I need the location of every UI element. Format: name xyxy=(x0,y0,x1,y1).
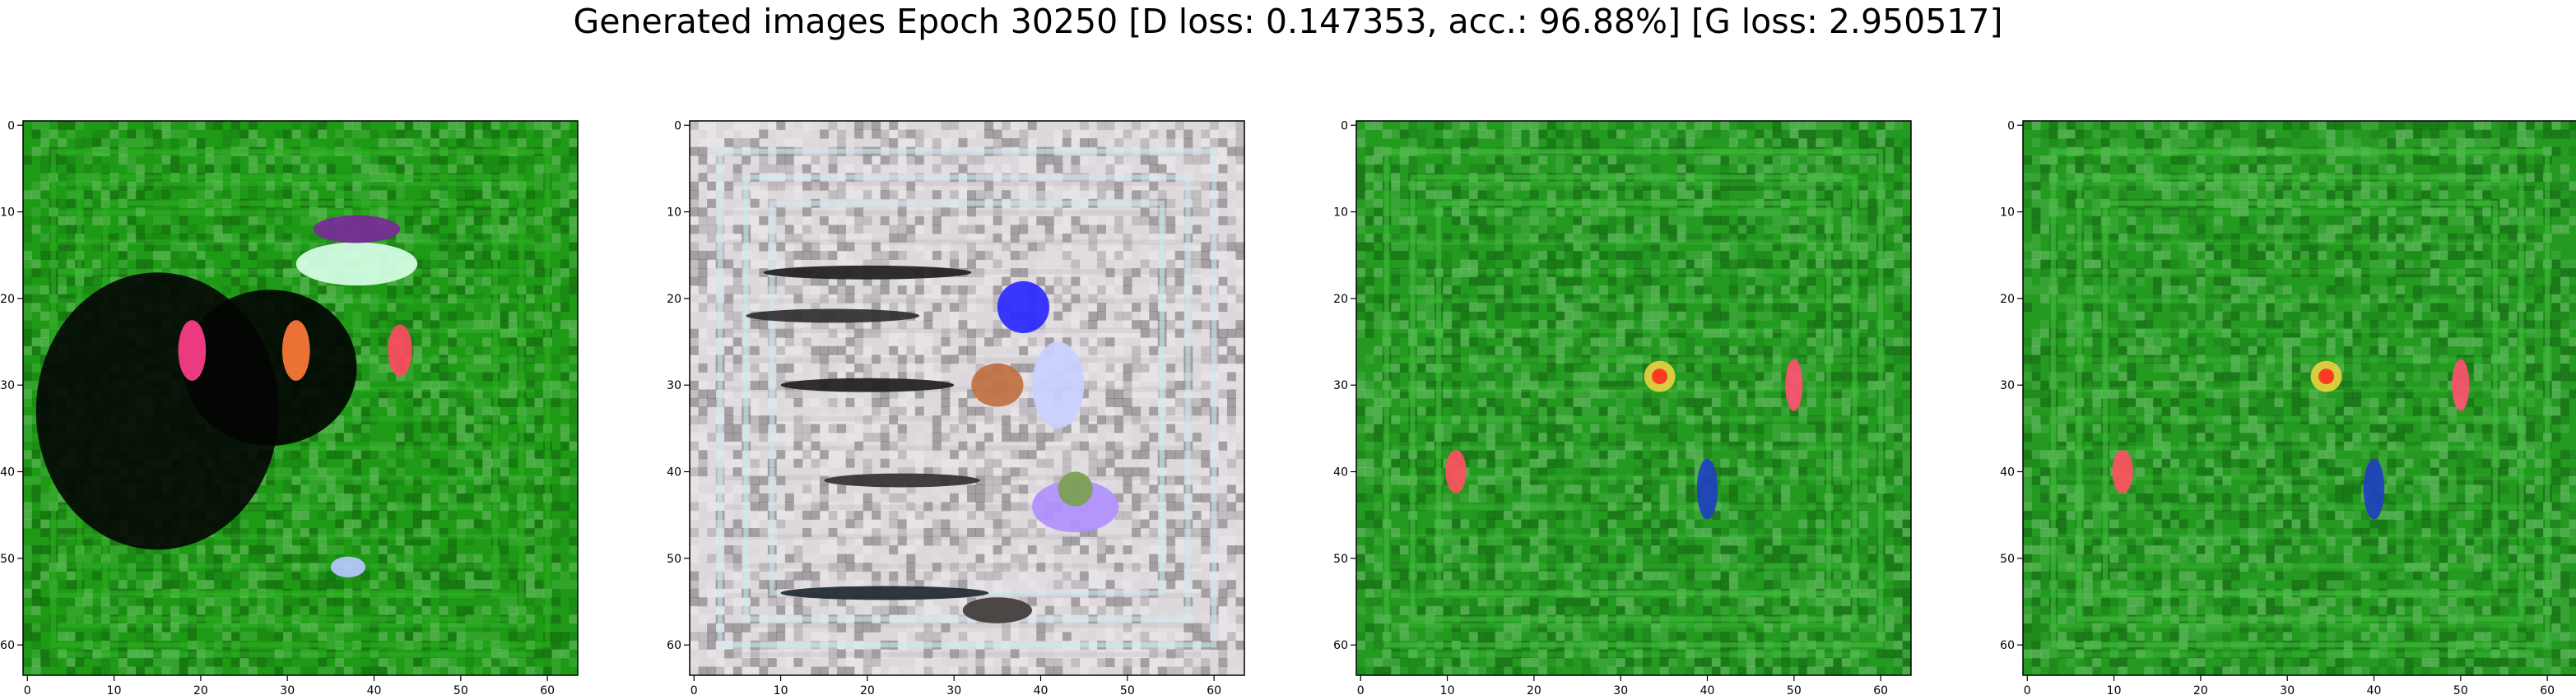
image-blob xyxy=(2452,359,2470,411)
y-tick-label: 0 xyxy=(7,119,15,132)
image-blob xyxy=(1652,368,1668,385)
image-blob xyxy=(2112,450,2133,493)
y-tick-label: 30 xyxy=(667,379,681,392)
generated-image xyxy=(690,121,1244,675)
y-tick-label: 0 xyxy=(1341,119,1348,132)
image-blob xyxy=(1058,471,1093,507)
figure-title: Generated images Epoch 30250 [D loss: 0.… xyxy=(573,2,2003,41)
x-tick-label: 20 xyxy=(193,684,208,695)
image-blob xyxy=(281,320,310,381)
y-tick-label: 0 xyxy=(2007,119,2015,132)
x-tick-label: 10 xyxy=(2107,684,2122,695)
image-blob xyxy=(313,215,401,243)
x-tick-label: 60 xyxy=(1207,684,1221,695)
image-background xyxy=(690,121,1244,675)
image-blob xyxy=(1031,341,1085,429)
x-tick-label: 10 xyxy=(774,684,788,695)
y-tick-label: 60 xyxy=(0,639,15,652)
x-tick-label: 50 xyxy=(1120,684,1135,695)
y-tick-label: 30 xyxy=(1333,379,1348,392)
y-tick-label: 50 xyxy=(2000,553,2015,566)
subplot-4: 0 10 20 30 40 50 60 0 10 20 30 40 50 60 xyxy=(2000,119,2576,695)
image-blob xyxy=(183,290,357,446)
image-blob xyxy=(971,363,1024,407)
image-blob xyxy=(1696,458,1718,520)
axes-frame xyxy=(1355,120,1912,676)
subplot-1: 0 10 20 30 40 50 60 0 10 20 30 40 50 60 xyxy=(0,119,579,695)
y-tick-label: 0 xyxy=(674,119,681,132)
image-blob xyxy=(997,280,1050,334)
x-tick-label: 0 xyxy=(1357,684,1365,695)
x-tick-label: 40 xyxy=(1034,684,1049,695)
x-tick-label: 50 xyxy=(1787,684,1802,695)
image-blob xyxy=(388,324,412,377)
generated-image xyxy=(23,121,578,675)
y-tick-label: 20 xyxy=(2000,293,2015,306)
x-tick-label: 50 xyxy=(2453,684,2468,695)
x-tick-label: 0 xyxy=(690,684,698,695)
image-blob xyxy=(1445,450,1467,493)
x-tick-label: 40 xyxy=(367,684,382,695)
image-background xyxy=(2023,121,2576,675)
image-blob xyxy=(746,308,920,323)
image-blob xyxy=(178,320,207,381)
generated-image xyxy=(1356,121,1911,675)
image-blob xyxy=(763,265,972,280)
axes-frame xyxy=(22,120,579,676)
y-tick-label: 50 xyxy=(1333,553,1348,566)
image-blob xyxy=(962,597,1032,623)
x-tick-label: 50 xyxy=(453,684,468,695)
x-tick-label: 20 xyxy=(860,684,875,695)
y-tick-label: 10 xyxy=(667,206,681,220)
x-tick-label: 30 xyxy=(280,684,295,695)
y-tick-label: 20 xyxy=(0,293,15,306)
y-tick-label: 10 xyxy=(0,206,15,220)
y-tick-label: 50 xyxy=(0,553,15,566)
y-tick-label: 10 xyxy=(1333,206,1348,220)
x-tick-label: 20 xyxy=(1527,684,1541,695)
x-tick-label: 10 xyxy=(1440,684,1455,695)
image-blob xyxy=(780,586,989,600)
image-blob xyxy=(780,378,955,392)
x-tick-label: 0 xyxy=(24,684,31,695)
y-tick-label: 40 xyxy=(0,466,15,480)
y-tick-label: 10 xyxy=(2000,206,2015,220)
y-tick-label: 40 xyxy=(1333,466,1348,480)
subplot-3: 0 10 20 30 40 50 60 0 10 20 30 40 50 60 xyxy=(1333,119,1912,695)
axes-frame xyxy=(2022,120,2576,676)
axes-frame xyxy=(689,120,1245,676)
x-tick-label: 30 xyxy=(1613,684,1628,695)
y-tick-label: 60 xyxy=(667,639,681,652)
image-blob xyxy=(295,242,418,286)
generated-image xyxy=(2023,121,2576,675)
image-blob xyxy=(330,556,365,577)
image-background xyxy=(1356,121,1911,675)
y-tick-label: 40 xyxy=(2000,466,2015,480)
y-tick-label: 30 xyxy=(0,379,15,392)
y-tick-label: 30 xyxy=(2000,379,2015,392)
x-tick-label: 20 xyxy=(2193,684,2208,695)
image-blob xyxy=(2363,458,2385,520)
y-tick-label: 60 xyxy=(1333,639,1348,652)
y-tick-label: 20 xyxy=(1333,293,1348,306)
subplot-2: 0 10 20 30 40 50 60 0 10 20 30 40 50 60 xyxy=(667,119,1245,695)
y-tick-label: 60 xyxy=(2000,639,2015,652)
x-tick-label: 60 xyxy=(2540,684,2555,695)
x-tick-label: 0 xyxy=(2024,684,2031,695)
x-tick-label: 10 xyxy=(107,684,122,695)
image-blob xyxy=(2318,368,2335,385)
y-tick-label: 40 xyxy=(667,466,681,480)
x-tick-label: 60 xyxy=(1873,684,1888,695)
x-tick-label: 40 xyxy=(2367,684,2382,695)
y-tick-label: 20 xyxy=(667,293,681,306)
x-tick-label: 30 xyxy=(946,684,961,695)
x-tick-label: 60 xyxy=(540,684,555,695)
x-tick-label: 30 xyxy=(2280,684,2295,695)
image-blob xyxy=(824,473,980,488)
image-blob xyxy=(1785,359,1803,411)
y-tick-label: 50 xyxy=(667,553,681,566)
x-tick-label: 40 xyxy=(1700,684,1715,695)
